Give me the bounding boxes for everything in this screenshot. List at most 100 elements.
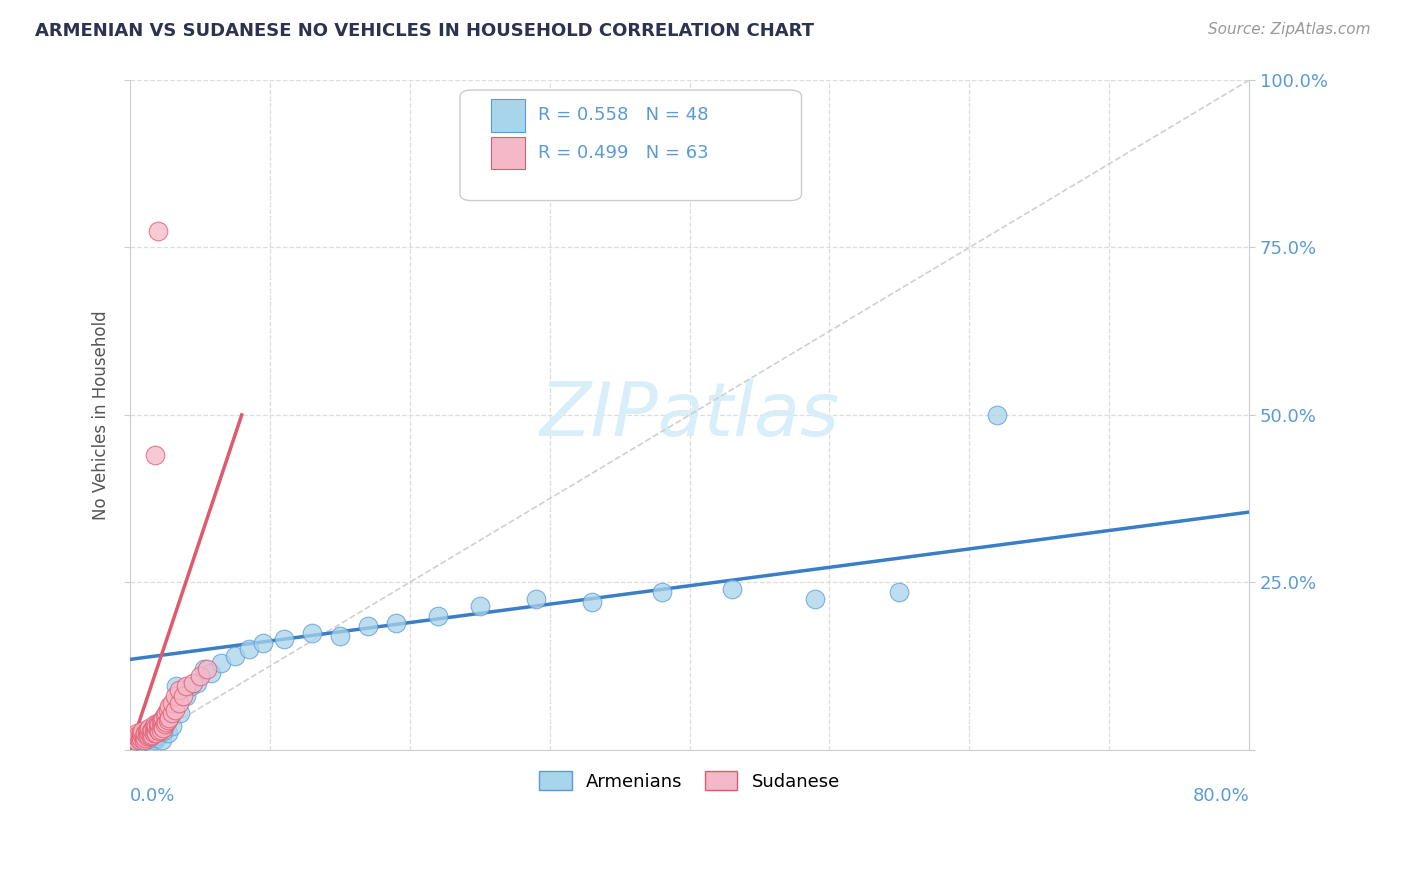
Point	[150, 732, 173, 747]
Point	[141, 726, 163, 740]
Point	[152, 711, 174, 725]
Text: R = 0.558   N = 48: R = 0.558 N = 48	[538, 106, 709, 125]
Point	[160, 696, 183, 710]
Point	[209, 656, 232, 670]
Point	[889, 585, 911, 599]
Point	[125, 730, 148, 744]
Point	[156, 726, 179, 740]
Point	[163, 690, 186, 704]
Point	[172, 690, 194, 704]
Point	[986, 408, 1008, 422]
Point	[125, 726, 148, 740]
Point	[127, 732, 149, 747]
Point	[132, 726, 155, 740]
Point	[135, 730, 157, 744]
Text: ZIPatlas: ZIPatlas	[540, 379, 839, 451]
Point	[134, 731, 156, 745]
Point	[156, 703, 179, 717]
Point	[651, 585, 673, 599]
Point	[153, 708, 176, 723]
Point	[149, 723, 172, 737]
Point	[146, 723, 169, 737]
Point	[148, 728, 170, 742]
Point	[141, 728, 163, 742]
FancyBboxPatch shape	[460, 90, 801, 201]
Text: ARMENIAN VS SUDANESE NO VEHICLES IN HOUSEHOLD CORRELATION CHART: ARMENIAN VS SUDANESE NO VEHICLES IN HOUS…	[35, 22, 814, 40]
Point	[148, 724, 170, 739]
Point	[152, 722, 174, 736]
Point	[150, 719, 173, 733]
Point	[153, 717, 176, 731]
Point	[165, 679, 187, 693]
Point	[139, 730, 162, 744]
Point	[468, 599, 491, 613]
Point	[131, 728, 153, 742]
Text: 0.0%: 0.0%	[129, 787, 176, 805]
Point	[163, 703, 186, 717]
Point	[135, 732, 157, 747]
Point	[181, 676, 204, 690]
Point	[132, 730, 155, 744]
Point	[273, 632, 295, 647]
Point	[143, 717, 166, 731]
Point	[146, 224, 169, 238]
Point	[146, 730, 169, 744]
Point	[149, 726, 172, 740]
Text: Source: ZipAtlas.com: Source: ZipAtlas.com	[1208, 22, 1371, 37]
Point	[157, 711, 180, 725]
Legend: Armenians, Sudanese: Armenians, Sudanese	[531, 764, 846, 797]
Point	[224, 649, 246, 664]
Point	[128, 731, 150, 745]
Point	[135, 724, 157, 739]
Point	[136, 730, 159, 744]
Point	[143, 448, 166, 462]
Point	[143, 724, 166, 739]
Point	[142, 726, 165, 740]
Point	[153, 723, 176, 737]
Point	[145, 719, 167, 733]
Text: R = 0.499   N = 63: R = 0.499 N = 63	[538, 144, 709, 162]
Point	[127, 728, 149, 742]
Point	[149, 714, 172, 729]
Point	[720, 582, 742, 596]
Point	[142, 719, 165, 733]
Point	[238, 642, 260, 657]
Text: 80.0%: 80.0%	[1192, 787, 1250, 805]
Point	[122, 731, 145, 745]
Point	[146, 716, 169, 731]
Point	[167, 696, 190, 710]
Point	[127, 731, 149, 745]
Point	[134, 731, 156, 745]
Point	[804, 592, 827, 607]
Bar	[491, 99, 524, 131]
Point	[156, 713, 179, 727]
Point	[155, 714, 177, 729]
Point	[136, 723, 159, 737]
Point	[131, 724, 153, 739]
Point	[152, 724, 174, 739]
Point	[160, 706, 183, 720]
Point	[426, 608, 449, 623]
Point	[195, 663, 218, 677]
Point	[167, 682, 190, 697]
Point	[169, 706, 191, 720]
Point	[143, 732, 166, 747]
Point	[188, 669, 211, 683]
Point	[581, 595, 603, 609]
Bar	[491, 136, 524, 169]
Point	[129, 735, 152, 749]
Point	[145, 726, 167, 740]
Point	[129, 731, 152, 745]
Point	[128, 730, 150, 744]
Point	[129, 726, 152, 740]
Point	[134, 726, 156, 740]
Point	[131, 728, 153, 742]
Point	[384, 615, 406, 630]
Point	[174, 679, 197, 693]
Point	[138, 728, 160, 742]
Point	[200, 665, 222, 680]
Point	[252, 635, 274, 649]
Point	[132, 732, 155, 747]
Point	[157, 699, 180, 714]
Point	[136, 728, 159, 742]
